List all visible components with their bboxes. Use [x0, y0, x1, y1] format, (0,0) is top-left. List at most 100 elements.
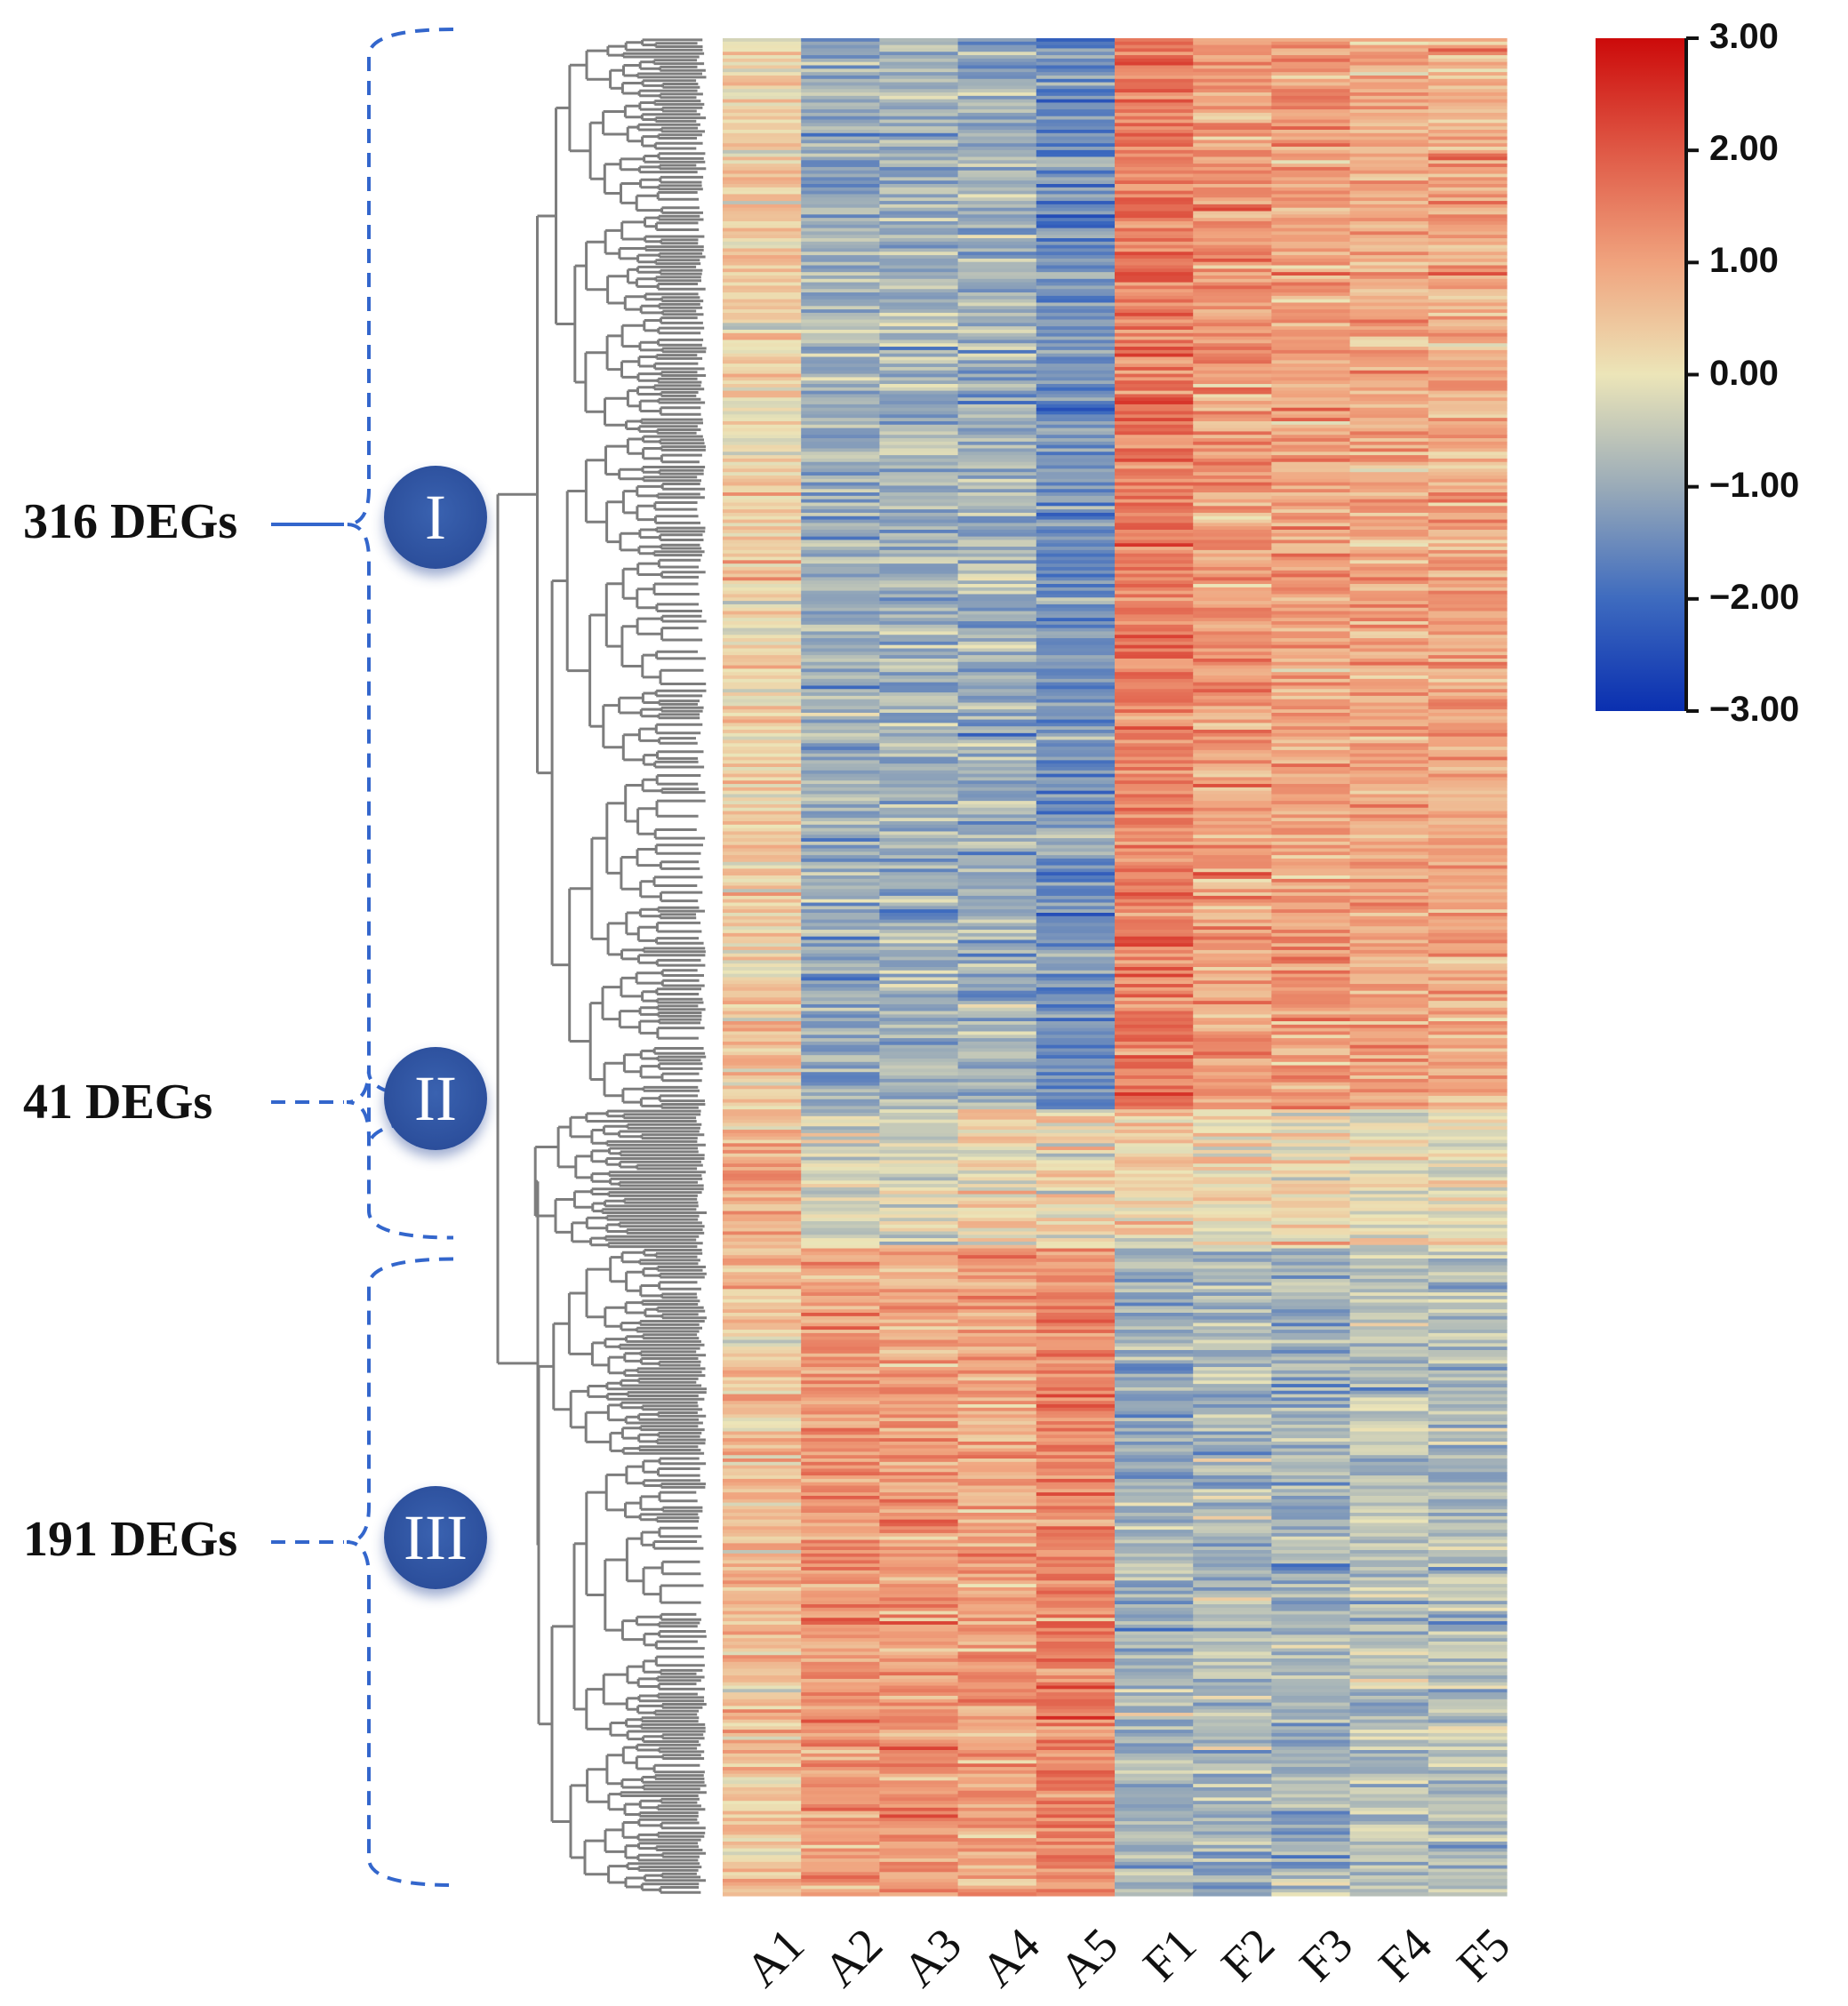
- heatmap-cell: [1115, 882, 1194, 887]
- heatmap-cell: [801, 655, 880, 659]
- heatmap-cell: [1036, 116, 1116, 121]
- heatmap-cell: [879, 784, 959, 788]
- heatmap-cell: [1193, 620, 1272, 626]
- heatmap-cell: [1036, 915, 1116, 921]
- heatmap-cell: [1271, 682, 1351, 687]
- heatmap-cell: [1349, 489, 1429, 493]
- heatmap-cell: [1193, 1136, 1272, 1141]
- heatmap-cell: [879, 235, 959, 239]
- heatmap-cell: [957, 712, 1037, 717]
- heatmap-cell: [1036, 1255, 1116, 1259]
- heatmap-cell: [723, 52, 802, 56]
- heatmap-cell: [723, 190, 802, 196]
- heatmap-cell: [1036, 1078, 1116, 1083]
- heatmap-cell: [801, 530, 880, 534]
- heatmap-cell: [1271, 1272, 1351, 1276]
- heatmap-cell: [957, 75, 1037, 80]
- heatmap-cell: [1036, 377, 1116, 381]
- heatmap-cell: [1428, 865, 1508, 869]
- heatmap-cell: [957, 838, 1037, 843]
- heatmap-cell: [879, 489, 959, 493]
- heatmap-cell: [957, 1167, 1037, 1171]
- heatmap-cell: [879, 48, 959, 52]
- heatmap-cell: [1036, 1299, 1116, 1304]
- heatmap-cell: [1428, 987, 1508, 992]
- heatmap-cell: [879, 458, 959, 463]
- heatmap-cell: [1036, 980, 1116, 985]
- heatmap-cell: [879, 1194, 959, 1198]
- heatmap-cell: [879, 790, 959, 795]
- heatmap-cell: [1036, 1038, 1116, 1043]
- heatmap-cell: [1271, 1295, 1351, 1300]
- heatmap-cell: [879, 1203, 959, 1209]
- heatmap-cell: [723, 570, 802, 575]
- heatmap-cell: [1115, 570, 1194, 575]
- heatmap-cell: [801, 719, 880, 723]
- heatmap-cell: [1193, 1265, 1272, 1270]
- heatmap-cell: [879, 747, 959, 751]
- heatmap-cell: [723, 556, 802, 561]
- heatmap-cell: [1428, 275, 1508, 280]
- heatmap-cell: [957, 1041, 1037, 1046]
- heatmap-cell: [1349, 1244, 1429, 1250]
- heatmap-cell: [1036, 635, 1116, 639]
- heatmap-cell: [1115, 364, 1194, 368]
- heatmap-cell: [801, 709, 880, 714]
- heatmap-cell: [723, 1021, 802, 1026]
- heatmap-cell: [1271, 1007, 1351, 1012]
- heatmap-cell: [957, 719, 1037, 723]
- heatmap-cell: [1271, 316, 1351, 321]
- heatmap-cell: [1115, 1258, 1194, 1263]
- heatmap-cell: [1036, 414, 1116, 419]
- heatmap-cell: [879, 987, 959, 992]
- heatmap-cell: [723, 228, 802, 232]
- heatmap-cell: [1036, 970, 1116, 975]
- heatmap-cell: [1036, 858, 1116, 863]
- heatmap-cell: [1428, 492, 1508, 497]
- heatmap-cell: [1115, 160, 1194, 164]
- heatmap-cell: [1036, 895, 1116, 900]
- heatmap-cell: [723, 597, 802, 602]
- heatmap-cell: [1349, 1027, 1429, 1033]
- heatmap-cell: [1193, 387, 1272, 392]
- heatmap-cell: [801, 323, 880, 327]
- heatmap-cell: [1428, 160, 1508, 164]
- heatmap-cell: [801, 414, 880, 419]
- heatmap-cell: [879, 607, 959, 612]
- heatmap-cell: [957, 882, 1037, 887]
- heatmap-cell: [1271, 915, 1351, 921]
- heatmap-cell: [1428, 1194, 1508, 1198]
- heatmap-cell: [1036, 655, 1116, 659]
- heatmap-cell: [957, 939, 1037, 944]
- heatmap-cell: [723, 689, 802, 693]
- heatmap-cell: [957, 1187, 1037, 1192]
- heatmap-cell: [723, 1041, 802, 1046]
- heatmap-cell: [1115, 553, 1194, 558]
- heatmap-cell: [1115, 865, 1194, 869]
- heatmap-cell: [1193, 641, 1272, 646]
- heatmap-cell: [1349, 238, 1429, 243]
- heatmap-cell: [1193, 1058, 1272, 1063]
- heatmap-cell: [957, 1044, 1037, 1050]
- heatmap-cell: [1271, 299, 1351, 304]
- heatmap-cell: [1428, 272, 1508, 276]
- heatmap-cell: [1349, 631, 1429, 635]
- heatmap-cell: [1115, 465, 1194, 469]
- heatmap-cell: [1349, 855, 1429, 859]
- heatmap-cell: [957, 201, 1037, 205]
- heatmap-cell: [801, 1299, 880, 1304]
- heatmap-cell: [801, 749, 880, 755]
- heatmap-cell: [723, 1163, 802, 1168]
- heatmap-cell: [879, 811, 959, 815]
- heatmap-cell: [879, 1224, 959, 1229]
- heatmap-cell: [1428, 1109, 1508, 1114]
- heatmap-cell: [957, 912, 1037, 917]
- heatmap-cell: [879, 268, 959, 273]
- heatmap-cell: [957, 1302, 1037, 1307]
- heatmap-cell: [1036, 1123, 1116, 1127]
- heatmap-cell: [1271, 275, 1351, 280]
- heatmap-cell: [1349, 353, 1429, 358]
- heatmap-cell: [801, 316, 880, 321]
- heatmap-cell: [1271, 112, 1351, 117]
- heatmap-cell: [1271, 435, 1351, 439]
